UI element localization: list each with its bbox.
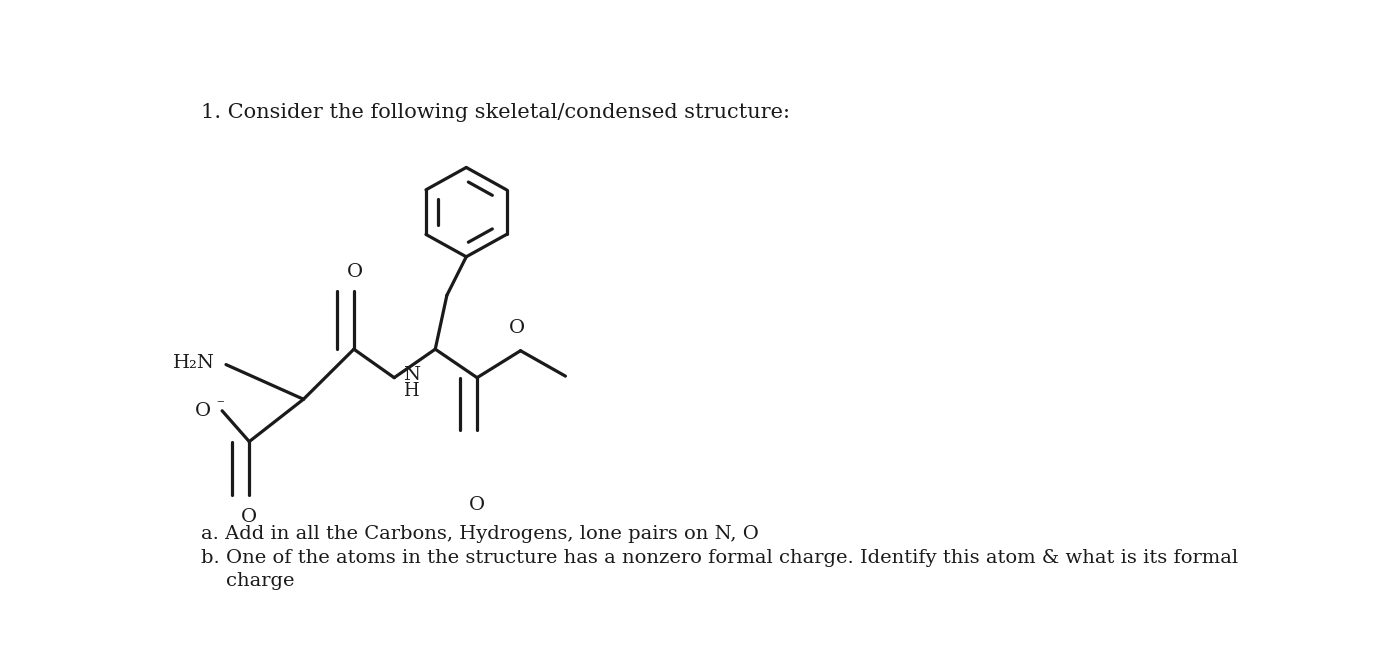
- Text: –: –: [216, 394, 224, 408]
- Text: O: O: [348, 263, 364, 281]
- Text: O: O: [508, 319, 525, 337]
- Text: O: O: [242, 508, 257, 526]
- Text: 1. Consider the following skeletal/condensed structure:: 1. Consider the following skeletal/conde…: [201, 103, 790, 122]
- Text: charge: charge: [201, 572, 294, 590]
- Text: O: O: [194, 402, 210, 420]
- Text: H: H: [404, 382, 419, 400]
- Text: H₂N: H₂N: [173, 354, 214, 372]
- Text: O: O: [469, 496, 485, 514]
- Text: N: N: [404, 367, 420, 384]
- Text: b. One of the atoms in the structure has a nonzero formal charge. Identify this : b. One of the atoms in the structure has…: [201, 549, 1238, 567]
- Text: a. Add in all the Carbons, Hydrogens, lone pairs on N, O: a. Add in all the Carbons, Hydrogens, lo…: [201, 525, 758, 542]
